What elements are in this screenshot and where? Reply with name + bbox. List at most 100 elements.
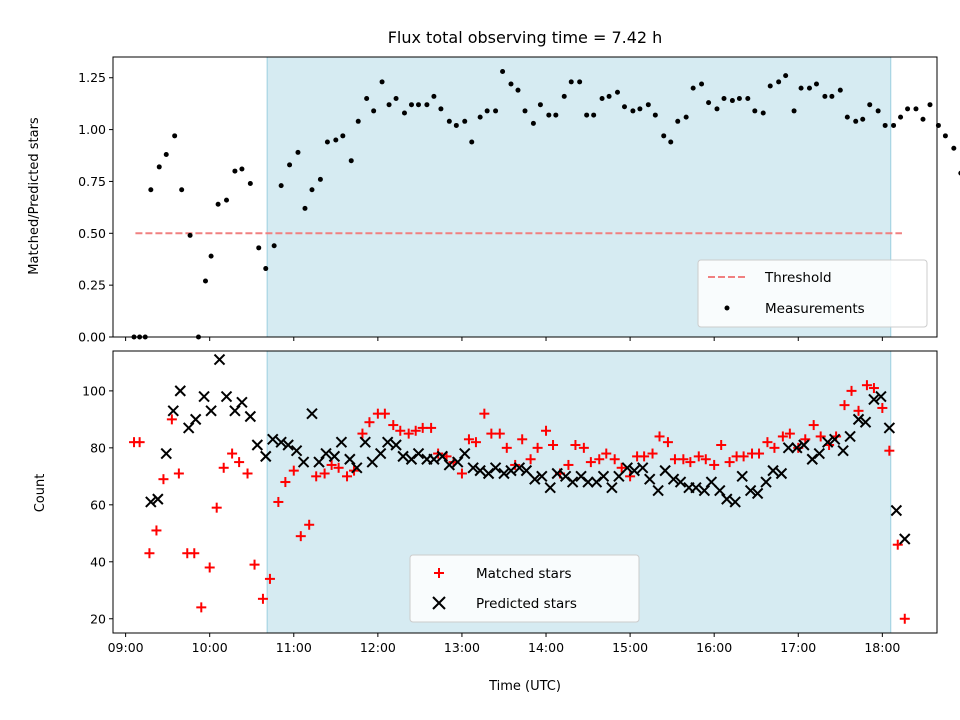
legend-predicted-label: Predicted stars <box>476 596 577 612</box>
predicted-star-stroke-b <box>821 436 834 448</box>
predicted-star-point <box>698 484 711 497</box>
predicted-star-point <box>868 393 880 406</box>
measurement-point <box>767 83 773 89</box>
predicted-star-stroke-b <box>529 473 541 485</box>
predicted-star-stroke-b <box>390 439 402 451</box>
matched-star-point <box>144 548 155 559</box>
predicted-star-point <box>505 464 517 477</box>
measurement-point <box>860 116 866 122</box>
matched-star-point <box>403 428 414 439</box>
matched-star-point <box>532 442 543 453</box>
measurement-point <box>951 145 957 151</box>
chart-title: Flux total observing time = 7.42 h <box>388 28 663 47</box>
predicted-star-point <box>791 442 803 454</box>
measurement-point <box>621 104 627 110</box>
measurement-point <box>469 139 475 145</box>
matched-star-point <box>601 448 612 459</box>
bottom-y-tick-label: 20 <box>90 611 106 626</box>
measurement-point <box>783 73 789 79</box>
predicted-star-stroke-b <box>736 470 748 483</box>
measurement-point <box>324 139 330 145</box>
measurement-point <box>652 112 658 118</box>
predicted-star-stroke-b <box>837 444 849 457</box>
predicted-star-point <box>474 464 486 477</box>
matched-star-point <box>234 457 245 468</box>
predicted-star-stroke-b <box>313 456 325 468</box>
measurement-point <box>675 118 681 124</box>
predicted-star-stroke-b <box>760 476 772 488</box>
measurement-point <box>333 137 339 143</box>
measurement-point <box>453 122 459 128</box>
predicted-star-stroke-b <box>890 504 903 517</box>
measurement-point <box>637 106 643 112</box>
measurement-point <box>163 151 169 157</box>
predicted-star-point <box>428 453 440 465</box>
matched-star-point <box>204 562 215 573</box>
predicted-star-stroke-b <box>559 470 572 483</box>
predicted-star-stroke-b <box>875 390 887 403</box>
x-tick-label: 18:00 <box>864 640 900 655</box>
measurement-point <box>553 112 559 118</box>
predicted-star-point <box>828 433 841 446</box>
measurement-point <box>813 81 819 87</box>
top-plot-frame <box>112 56 938 338</box>
x-tick-label: 15:00 <box>612 640 648 655</box>
measurement-point <box>415 102 421 108</box>
predicted-star-point <box>813 447 825 460</box>
predicted-star-point <box>459 447 471 460</box>
predicted-star-stroke-b <box>381 436 394 448</box>
predicted-star-point <box>736 470 748 483</box>
predicted-star-point <box>213 353 226 366</box>
predicted-star-point <box>220 390 233 403</box>
predicted-star-stroke-b <box>244 410 257 423</box>
measurement-point <box>371 108 377 114</box>
x-axis-label: Time (UTC) <box>488 679 561 694</box>
measurement-point <box>224 197 230 203</box>
predicted-star-point <box>260 450 272 463</box>
predicted-star-stroke-b <box>412 447 425 460</box>
predicted-star-point <box>551 467 563 480</box>
predicted-star-stroke-b <box>566 476 579 488</box>
measurement-point <box>606 93 612 99</box>
predicted-star-stroke-b <box>498 467 510 480</box>
matched-star-point <box>541 425 552 436</box>
measurement-point <box>882 122 888 128</box>
predicted-star-point <box>381 436 394 448</box>
matched-star-point <box>662 437 673 448</box>
predicted-star-point <box>313 456 325 468</box>
matched-star-point <box>417 422 428 433</box>
x-tick-label: 12:00 <box>360 640 396 655</box>
measurement-point <box>745 95 751 101</box>
predicted-star-point <box>452 456 464 468</box>
measurement-point <box>645 102 651 108</box>
matched-star-point <box>548 440 559 450</box>
measurement-point <box>431 93 437 99</box>
predicted-star-stroke-b <box>359 436 371 448</box>
predicted-star-stroke-b <box>436 450 449 463</box>
predicted-star-point <box>412 447 425 460</box>
measurement-point <box>706 100 712 106</box>
predicted-star-stroke-b <box>282 439 294 451</box>
measurement-point <box>172 133 178 139</box>
measurement-point <box>355 118 361 124</box>
predicted-star-stroke-b <box>320 447 332 460</box>
predicted-star-stroke-b <box>606 482 618 494</box>
predicted-star-stroke-b <box>714 484 726 497</box>
predicted-star-point <box>875 390 887 403</box>
predicted-star-stroke-b <box>775 467 788 480</box>
measurement-point <box>386 102 392 108</box>
predicted-star-stroke-b <box>344 453 356 465</box>
predicted-star-stroke-b <box>489 462 502 474</box>
measurement-point <box>500 69 506 75</box>
matched-star-point <box>625 471 636 482</box>
matched-star-point <box>304 519 315 530</box>
measurement-point <box>791 108 797 114</box>
measurement-point <box>584 112 590 118</box>
measurement-point <box>760 110 766 116</box>
measurement-point <box>278 183 284 189</box>
top-y-tick-label: 0.50 <box>78 226 106 241</box>
predicted-star-stroke-b <box>335 436 348 448</box>
measurement-point <box>379 79 385 85</box>
predicted-star-point <box>721 493 733 505</box>
